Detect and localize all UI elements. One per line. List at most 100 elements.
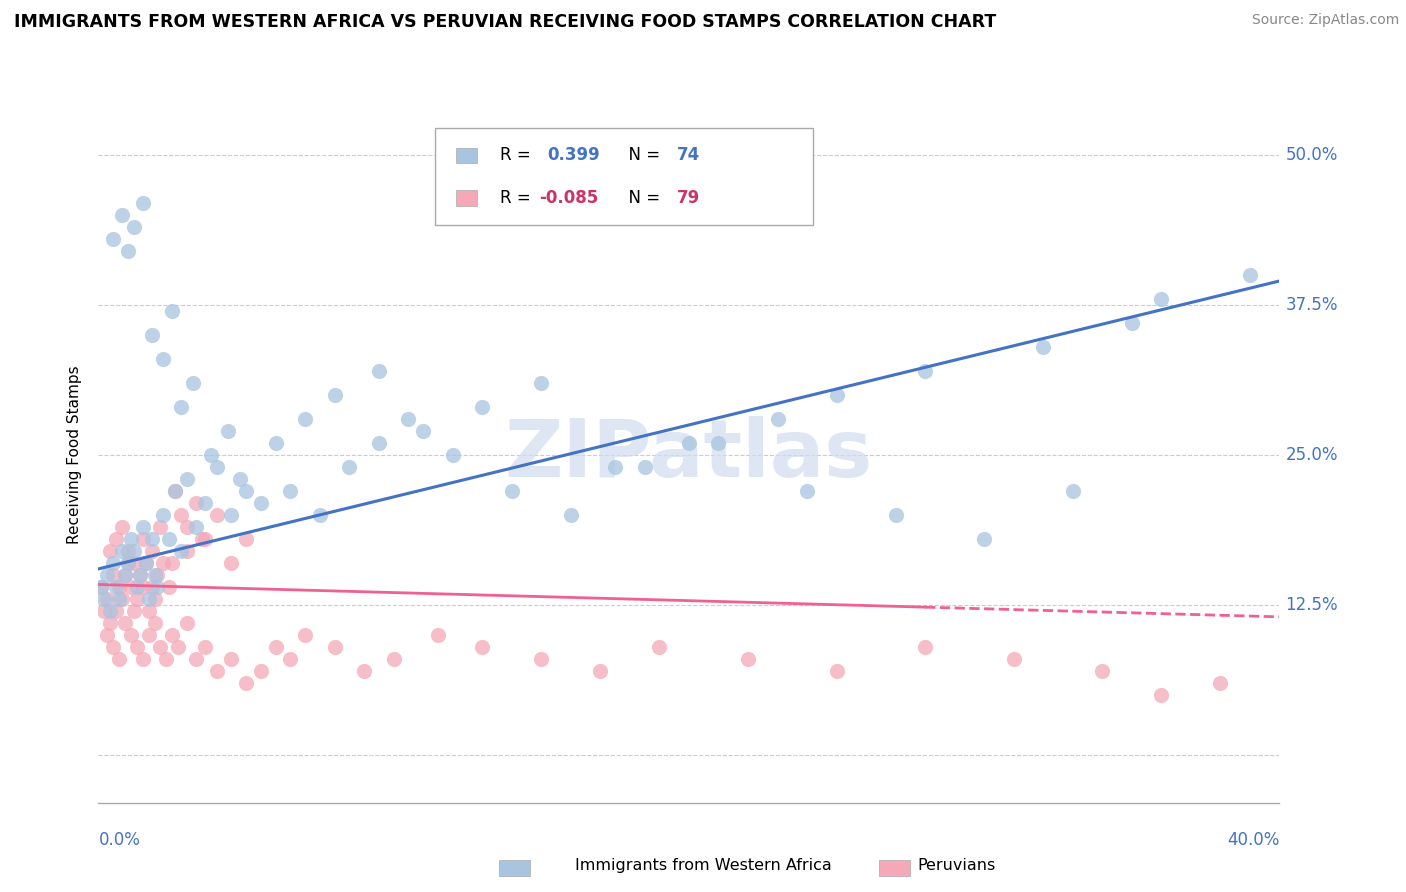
Point xyxy=(530,376,553,390)
Point xyxy=(96,628,118,642)
Point xyxy=(200,448,222,462)
Point xyxy=(120,580,142,594)
Point xyxy=(128,567,150,582)
Point xyxy=(105,604,128,618)
Point xyxy=(93,604,115,618)
Point xyxy=(1239,268,1261,282)
FancyBboxPatch shape xyxy=(434,128,813,226)
Point xyxy=(1150,688,1173,702)
Point xyxy=(149,640,172,654)
Point xyxy=(162,556,183,570)
Point xyxy=(678,436,700,450)
Point xyxy=(152,508,174,522)
Point xyxy=(117,544,139,558)
Point xyxy=(250,664,273,678)
Point xyxy=(117,556,139,570)
Point xyxy=(235,483,257,498)
Text: Peruvians: Peruvians xyxy=(917,858,995,872)
Point xyxy=(105,532,128,546)
Point xyxy=(132,532,155,546)
Text: 40.0%: 40.0% xyxy=(1227,830,1279,848)
Point xyxy=(973,532,995,546)
Point xyxy=(707,436,730,450)
Point xyxy=(135,556,157,570)
Point xyxy=(146,580,169,594)
Point xyxy=(132,652,155,666)
Point xyxy=(143,567,166,582)
Point xyxy=(165,483,187,498)
Point xyxy=(412,424,434,438)
Point xyxy=(138,591,160,606)
Point xyxy=(152,351,174,366)
Point xyxy=(294,628,316,642)
Point xyxy=(93,591,115,606)
Point xyxy=(766,412,789,426)
Point xyxy=(235,532,257,546)
Point xyxy=(264,436,287,450)
Point xyxy=(155,652,177,666)
Point xyxy=(122,544,145,558)
Point xyxy=(648,640,671,654)
Point xyxy=(103,567,125,582)
Point xyxy=(132,196,155,211)
Point xyxy=(165,483,187,498)
Point xyxy=(191,532,214,546)
FancyBboxPatch shape xyxy=(457,190,477,206)
Text: Source: ZipAtlas.com: Source: ZipAtlas.com xyxy=(1251,13,1399,28)
Point xyxy=(170,400,193,414)
Point xyxy=(427,628,450,642)
Point xyxy=(90,580,112,594)
Point xyxy=(90,580,112,594)
Point xyxy=(219,508,242,522)
Text: 0.0%: 0.0% xyxy=(98,830,141,848)
Point xyxy=(382,652,405,666)
Point xyxy=(294,412,316,426)
Point xyxy=(103,640,125,654)
Point xyxy=(1032,340,1054,354)
Point xyxy=(162,628,183,642)
Point xyxy=(396,412,419,426)
Point xyxy=(157,532,180,546)
Text: 50.0%: 50.0% xyxy=(1285,146,1337,164)
Point xyxy=(264,640,287,654)
Point xyxy=(1209,676,1232,690)
Point xyxy=(205,459,228,474)
Point xyxy=(309,508,332,522)
Point xyxy=(111,591,134,606)
Point xyxy=(114,567,136,582)
Point xyxy=(108,591,131,606)
Point xyxy=(122,604,145,618)
Point xyxy=(1062,483,1084,498)
Point xyxy=(122,556,145,570)
Point xyxy=(235,676,257,690)
Point xyxy=(441,448,464,462)
Text: R =: R = xyxy=(501,146,541,164)
Point xyxy=(368,436,391,450)
Text: 37.5%: 37.5% xyxy=(1285,296,1339,314)
Point xyxy=(125,580,148,594)
Point xyxy=(103,556,125,570)
Text: N =: N = xyxy=(619,189,665,207)
Point xyxy=(589,664,612,678)
Text: -0.085: -0.085 xyxy=(538,189,598,207)
Point xyxy=(143,591,166,606)
Point xyxy=(157,580,180,594)
Point xyxy=(167,640,190,654)
Point xyxy=(1091,664,1114,678)
Point xyxy=(194,640,217,654)
Point xyxy=(205,664,228,678)
Point xyxy=(96,591,118,606)
Point xyxy=(98,544,121,558)
Point xyxy=(114,567,136,582)
Point xyxy=(323,388,346,402)
Text: ZIPatlas: ZIPatlas xyxy=(505,416,873,494)
Point xyxy=(323,640,346,654)
Point xyxy=(103,232,125,246)
Point xyxy=(125,591,148,606)
Point xyxy=(141,532,163,546)
Point xyxy=(120,532,142,546)
Point xyxy=(796,483,818,498)
Point xyxy=(128,567,150,582)
Point xyxy=(633,459,655,474)
Point xyxy=(117,556,139,570)
